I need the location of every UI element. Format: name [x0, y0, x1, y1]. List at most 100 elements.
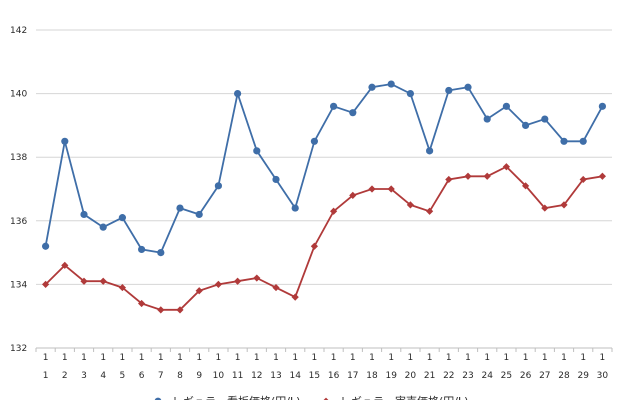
x-tick-label: 1 [580, 353, 586, 363]
x-tick-label: 1 [81, 353, 87, 363]
x-tick-label: 1 [100, 353, 106, 363]
x-tick-label: 1 [388, 353, 394, 363]
x-tick-label: 16 [328, 371, 340, 381]
data-point [272, 283, 280, 292]
series-line [44, 165, 603, 311]
data-point [272, 175, 280, 184]
data-point [61, 261, 69, 269]
data-point [310, 242, 318, 250]
data-point [253, 274, 261, 282]
x-tick-label: 1 [43, 371, 49, 381]
data-point [42, 280, 50, 288]
x-tick-label: 22 [443, 371, 454, 381]
data-point [349, 191, 357, 199]
x-tick-label: 17 [347, 371, 358, 381]
data-point [214, 182, 222, 190]
x-tick-label: 8 [177, 371, 183, 381]
data-point [522, 121, 530, 129]
data-point [176, 306, 184, 314]
x-tick-label: 2 [62, 371, 68, 381]
x-tick-label: 13 [270, 371, 281, 381]
data-point [61, 137, 69, 145]
x-tick-label: 1 [139, 353, 145, 363]
x-tick-label: 26 [520, 371, 532, 381]
data-point [157, 249, 165, 257]
data-point [445, 175, 453, 184]
legend-item-1: レギュラー看板価格(円/L) [154, 394, 300, 400]
series-line [44, 83, 604, 254]
x-tick-label: 28 [558, 371, 570, 381]
x-tick-label: 3 [81, 371, 87, 381]
data-point [483, 172, 491, 180]
x-tick-label: 7 [158, 371, 164, 381]
data-point [330, 207, 338, 215]
data-point [579, 137, 587, 145]
legend-marker [323, 397, 329, 400]
data-point [522, 182, 530, 190]
x-tick-label: 1 [504, 353, 510, 363]
x-tick-label: 1 [446, 353, 452, 363]
x-tick-label: 14 [289, 371, 301, 381]
x-tick-label: 25 [501, 371, 512, 381]
data-point [387, 185, 395, 193]
data-point [80, 277, 88, 285]
data-point [118, 283, 126, 292]
series-layer [42, 80, 607, 314]
data-point [138, 245, 146, 254]
x-tick-label: 1 [43, 353, 49, 363]
data-point [445, 86, 453, 95]
data-point [387, 80, 395, 88]
data-point [349, 109, 357, 117]
data-point [579, 175, 587, 184]
data-point [195, 287, 203, 295]
x-tick-label: 30 [597, 371, 609, 381]
data-point [176, 204, 184, 212]
series-2 [42, 163, 606, 314]
legend-item-2: レギュラー実売価格(円/L) [323, 394, 468, 400]
data-point [234, 90, 242, 98]
data-point [406, 90, 414, 98]
data-point [118, 214, 126, 222]
x-tick-label: 1 [216, 353, 222, 363]
data-point [406, 201, 414, 209]
x-tick-label: 1 [523, 353, 529, 363]
x-tick-label: 27 [539, 371, 550, 381]
x-tick-label: 1 [158, 353, 164, 363]
data-point [291, 293, 299, 301]
x-tick-label: 1 [369, 353, 375, 363]
data-point [310, 137, 318, 145]
y-tick-label: 138 [10, 153, 27, 163]
x-tick-label: 4 [100, 371, 106, 381]
x-tick-label: 1 [465, 353, 471, 363]
data-point [502, 102, 510, 110]
x-tick-label: 1 [350, 353, 356, 363]
x-tick-label: 1 [254, 353, 260, 363]
y-tick-label: 132 [10, 344, 27, 354]
gridlines [36, 29, 612, 285]
data-point [138, 299, 146, 308]
x-tick-label: 9 [196, 371, 202, 381]
x-tick-label: 1 [312, 353, 318, 363]
x-tick-label: 11 [232, 371, 243, 381]
data-point [560, 137, 568, 145]
data-point [541, 115, 549, 123]
data-point [368, 185, 376, 193]
data-point [426, 207, 434, 215]
x-tick-label: 1 [600, 353, 606, 363]
y-tick-label: 140 [10, 90, 27, 100]
data-point [99, 277, 107, 285]
x-tick-label: 1 [292, 353, 298, 363]
x-tick-label: 21 [424, 371, 435, 381]
data-point [426, 147, 434, 155]
data-point [42, 242, 50, 250]
data-point [598, 172, 606, 180]
x-tick-label: 18 [366, 371, 378, 381]
data-point [99, 223, 107, 231]
x-tick-label: 1 [273, 353, 279, 363]
y-axis-ticks: 132 134 136 138 140 142 [10, 26, 27, 354]
x-axis: 1112131415161718191101111121131141151161… [35, 347, 613, 381]
data-point [330, 102, 338, 110]
x-tick-label: 5 [120, 371, 126, 381]
x-tick-label: 10 [213, 371, 225, 381]
